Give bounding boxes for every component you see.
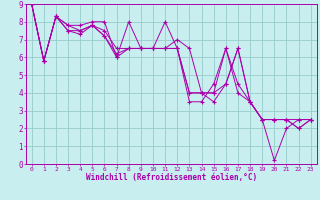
X-axis label: Windchill (Refroidissement éolien,°C): Windchill (Refroidissement éolien,°C)	[86, 173, 257, 182]
